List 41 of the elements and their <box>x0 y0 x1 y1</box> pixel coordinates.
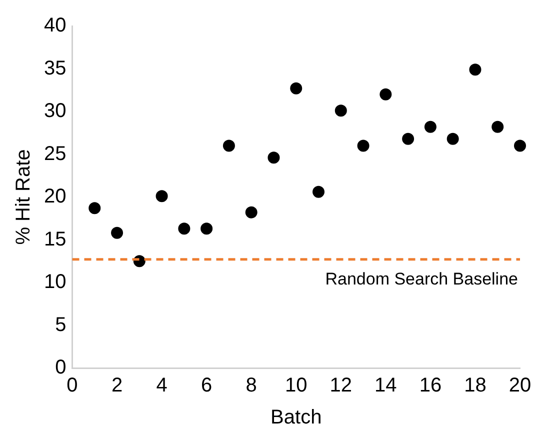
x-tick-label: 16 <box>419 374 442 397</box>
point <box>111 226 124 239</box>
point <box>469 64 482 76</box>
y-axis-title: % Hit Rate <box>12 149 35 245</box>
point <box>446 132 459 145</box>
point <box>514 140 526 152</box>
x-tick-label: 8 <box>246 374 257 397</box>
point <box>245 206 258 218</box>
y-tick-label: 30 <box>44 100 66 122</box>
x-tick-label: 4 <box>156 374 168 397</box>
y-tick-label: 40 <box>44 14 66 37</box>
y-tick-label: 35 <box>44 57 66 80</box>
y-tick-label: 0 <box>55 356 66 379</box>
y-tick-label: 25 <box>44 142 66 165</box>
point <box>334 104 347 117</box>
x-tick-label: 10 <box>285 374 308 397</box>
point <box>178 222 190 235</box>
point <box>312 186 325 198</box>
point <box>268 152 280 164</box>
x-axis-title: Batch <box>270 406 322 429</box>
x-tick-label: 6 <box>201 374 212 397</box>
y-tick-label: 5 <box>55 314 66 336</box>
x-tick-label: 20 <box>508 374 532 397</box>
point <box>222 140 235 152</box>
point <box>88 202 101 214</box>
y-tick-label: 20 <box>44 186 66 208</box>
point <box>200 222 213 235</box>
point <box>156 190 168 202</box>
point <box>380 88 392 100</box>
x-tick-label: 14 <box>374 374 397 397</box>
y-tick-label: 10 <box>44 271 66 294</box>
point <box>357 140 370 152</box>
point <box>402 132 414 145</box>
point <box>424 120 436 133</box>
x-tick-label: 18 <box>464 374 486 397</box>
x-tick-label: 2 <box>111 374 123 397</box>
point <box>492 120 504 133</box>
y-tick-label: 15 <box>44 228 66 250</box>
ref-line-label: Random Search Baseline <box>325 270 518 289</box>
point <box>290 82 302 94</box>
x-tick-label: 12 <box>330 374 352 397</box>
